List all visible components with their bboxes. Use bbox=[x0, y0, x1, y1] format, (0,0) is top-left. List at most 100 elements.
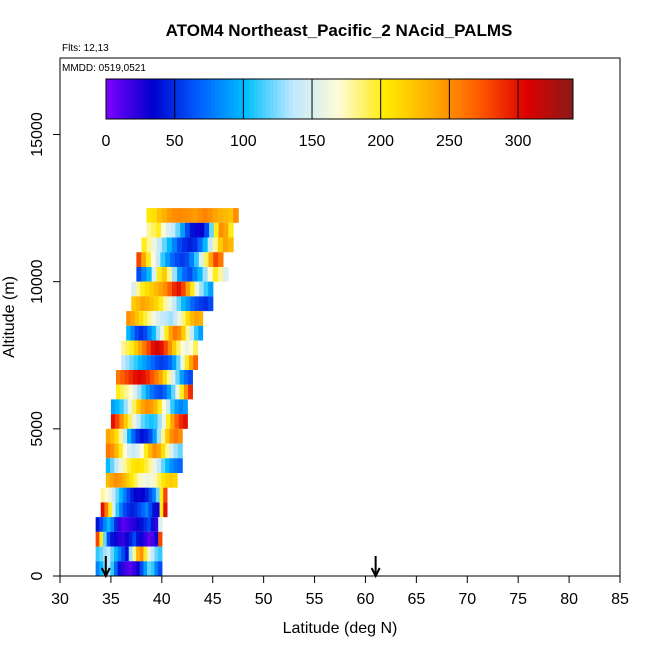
heat-cell bbox=[139, 546, 145, 562]
heat-cell bbox=[139, 517, 145, 532]
heat-cell bbox=[140, 399, 146, 415]
heat-cell bbox=[148, 458, 154, 473]
heat-cell bbox=[141, 237, 148, 253]
heat-cell bbox=[160, 311, 165, 326]
heat-cell bbox=[137, 472, 143, 488]
heat-cell bbox=[171, 369, 176, 385]
heat-cell bbox=[165, 472, 170, 488]
heat-cell bbox=[187, 266, 193, 282]
colorbar-swatch bbox=[534, 79, 539, 119]
heat-cell bbox=[207, 266, 214, 282]
colorbar-swatch bbox=[211, 79, 216, 119]
heat-cell bbox=[130, 325, 136, 341]
colorbar-frame bbox=[105, 78, 574, 120]
heat-cell bbox=[99, 517, 104, 532]
heat-cell bbox=[154, 546, 159, 562]
heat-cell bbox=[187, 237, 193, 253]
heat-cell bbox=[159, 340, 165, 356]
colorbar-swatch bbox=[168, 79, 173, 119]
heat-cell bbox=[110, 428, 115, 444]
heat-cell bbox=[114, 443, 120, 459]
colorbar-swatch bbox=[362, 79, 368, 119]
heat-cell bbox=[151, 222, 157, 238]
colorbar-swatch bbox=[452, 79, 457, 119]
colorbar-swatch bbox=[199, 79, 204, 119]
heat-cell bbox=[136, 561, 141, 576]
heat-cell bbox=[126, 311, 132, 326]
heat-cell bbox=[198, 252, 205, 267]
heat-cell bbox=[152, 428, 158, 444]
heat-cell bbox=[105, 472, 111, 488]
heat-cell bbox=[139, 531, 145, 547]
heat-cell bbox=[199, 296, 205, 312]
heat-cell bbox=[188, 384, 193, 400]
colorbar-swatch bbox=[300, 79, 305, 119]
colorbar-swatch bbox=[526, 79, 531, 119]
x-tick-label: 30 bbox=[51, 591, 69, 608]
heat-cell bbox=[133, 502, 139, 518]
colorbar-swatch bbox=[179, 79, 185, 119]
heat-cell bbox=[199, 281, 205, 297]
heat-cell bbox=[143, 311, 148, 326]
heat-cell bbox=[146, 222, 152, 238]
x-tick-label: 55 bbox=[306, 591, 324, 608]
heat-cell bbox=[165, 222, 172, 238]
heat-cell bbox=[169, 458, 175, 473]
heat-cell bbox=[134, 325, 140, 341]
heat-cell bbox=[166, 369, 172, 385]
band-13 bbox=[110, 399, 188, 415]
heat-cell bbox=[173, 428, 179, 444]
heat-cell bbox=[183, 399, 188, 415]
band-21 bbox=[95, 517, 163, 532]
heat-cell bbox=[141, 369, 147, 385]
heat-cell bbox=[161, 472, 166, 488]
band-7 bbox=[126, 311, 204, 326]
heat-cell bbox=[131, 458, 137, 473]
heat-cell bbox=[207, 208, 214, 223]
colorbar-swatch bbox=[479, 79, 484, 119]
heat-cell bbox=[162, 384, 168, 400]
heat-cell bbox=[155, 325, 161, 341]
heat-cell bbox=[149, 384, 155, 400]
heat-cell bbox=[126, 325, 132, 341]
colorbar-swatch bbox=[129, 79, 134, 119]
heat-cell bbox=[109, 472, 115, 488]
heat-cell bbox=[198, 325, 204, 341]
heat-cell bbox=[161, 237, 168, 253]
colorbar-swatch bbox=[133, 79, 138, 119]
heat-cell bbox=[172, 281, 178, 297]
heat-cell bbox=[102, 517, 108, 532]
heat-cell bbox=[194, 222, 201, 238]
y-tick-label: 0 bbox=[29, 571, 46, 580]
heat-cell bbox=[218, 222, 225, 238]
band-3 bbox=[136, 252, 224, 267]
heat-cell bbox=[208, 296, 214, 312]
heat-cell bbox=[129, 340, 135, 356]
colorbar-tick-label: 300 bbox=[505, 133, 532, 150]
heat-cell bbox=[111, 487, 117, 503]
heat-cell bbox=[127, 428, 132, 444]
heat-cell bbox=[179, 384, 185, 400]
heat-cell bbox=[180, 222, 186, 238]
heat-cell bbox=[167, 281, 173, 297]
heat-cell bbox=[172, 266, 178, 282]
heat-cell bbox=[179, 369, 185, 385]
heat-cell bbox=[99, 546, 104, 562]
colorbar-swatch bbox=[121, 79, 126, 119]
colorbar-swatch bbox=[144, 79, 150, 119]
heat-cell bbox=[151, 237, 158, 253]
heat-cell bbox=[129, 355, 135, 370]
heat-cell bbox=[194, 252, 200, 267]
heat-cell bbox=[180, 340, 186, 356]
heat-cell bbox=[178, 414, 184, 429]
heat-cell bbox=[154, 561, 159, 576]
heat-cell bbox=[132, 369, 138, 385]
heat-cell bbox=[172, 311, 178, 326]
colorbar-swatch bbox=[429, 79, 434, 119]
heat-cell bbox=[100, 502, 106, 518]
heat-cell bbox=[185, 281, 191, 297]
heat-cell bbox=[122, 487, 128, 503]
heat-cell bbox=[177, 237, 183, 253]
heat-cell bbox=[153, 472, 158, 488]
heat-cell bbox=[172, 208, 178, 223]
